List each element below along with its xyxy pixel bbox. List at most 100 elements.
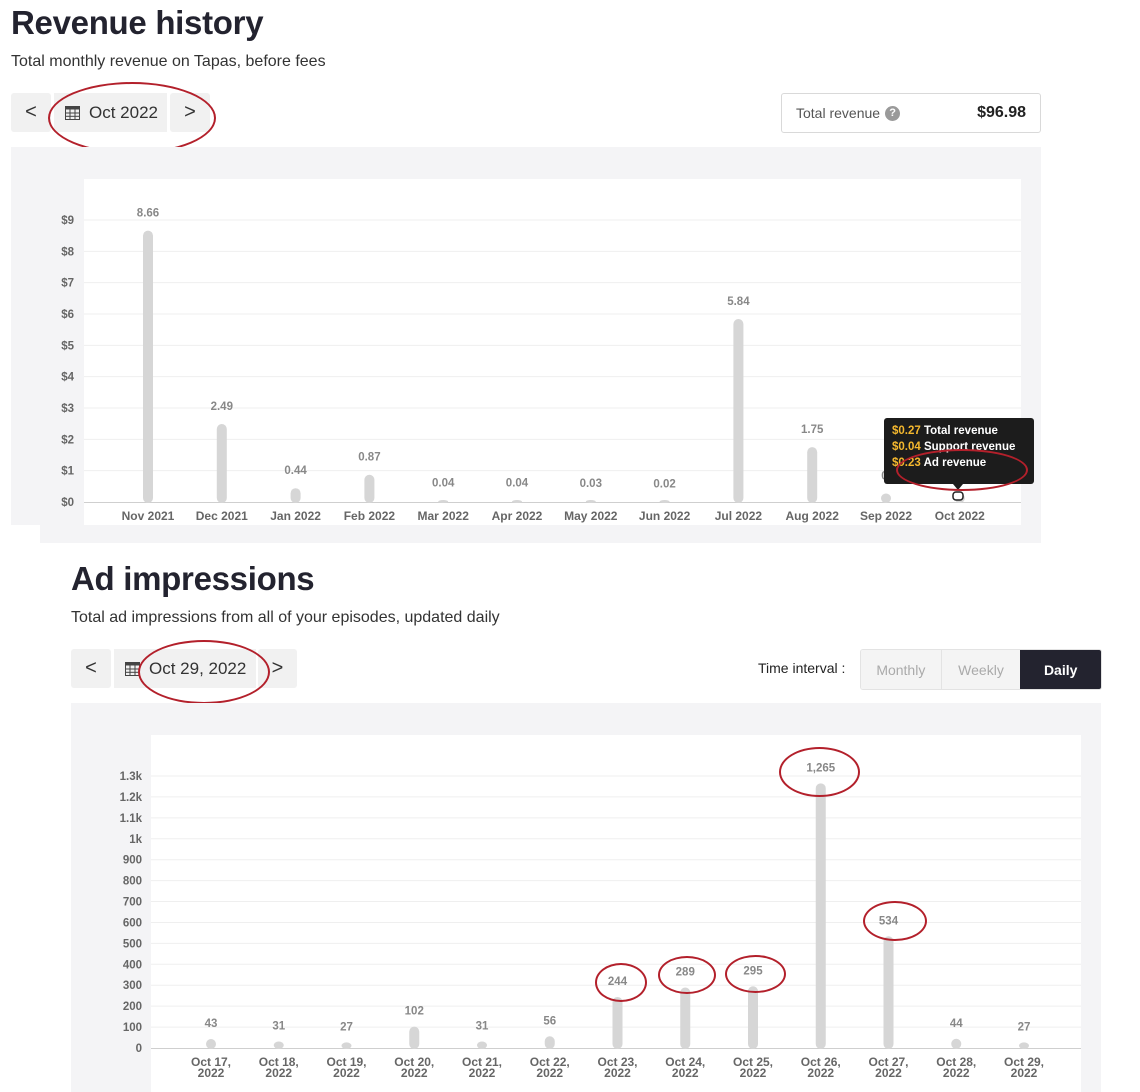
x-tick-label: Oct 26, 2022: [801, 1055, 841, 1080]
data-label: 0.44: [284, 465, 307, 477]
y-tick-label: 900: [123, 855, 142, 867]
x-tick-label: Oct 18, 2022: [259, 1055, 299, 1080]
data-label: 27: [340, 1021, 353, 1033]
bar: [341, 1042, 352, 1049]
y-tick-label: $4: [61, 372, 74, 384]
bar: [477, 1041, 487, 1049]
time-interval-toggle: Monthly Weekly Daily: [860, 649, 1102, 690]
revenue-title: Revenue history: [11, 4, 264, 41]
revenue-tooltip: $0.27 Total revenue $0.04 Support revenu…: [884, 418, 1034, 484]
revenue-chart-panel-foot: [40, 520, 1041, 543]
total-revenue-label: Total revenue: [796, 105, 881, 121]
calendar-icon: [65, 105, 80, 120]
data-label: 44: [950, 1018, 963, 1030]
data-label: 2.49: [211, 401, 233, 413]
data-label: 534: [879, 915, 899, 927]
data-label: 295: [743, 965, 763, 977]
revenue-next-button[interactable]: >: [170, 93, 210, 132]
x-tick-label: Oct 27, 2022: [868, 1055, 908, 1080]
bar: [881, 493, 891, 503]
revenue-chart: $0 $1 $2 $3 $4 $5 $6 $7 $8 $9 8.66 Nov 2021 2.49 Dec …: [61, 208, 1021, 523]
y-tick-label: 800: [123, 876, 142, 888]
impressions-prev-button[interactable]: <: [71, 649, 111, 688]
data-label: 31: [476, 1021, 489, 1033]
hover-marker: [952, 491, 964, 501]
revenue-subtitle: Total monthly revenue on Tapas, before f…: [11, 53, 326, 70]
data-label: 43: [205, 1018, 218, 1030]
bar: [544, 1036, 555, 1049]
data-label: 56: [543, 1015, 556, 1027]
x-tick-label: Oct 19, 2022: [326, 1055, 366, 1080]
y-tick-label: $7: [61, 278, 74, 290]
x-tick-label: Jun 2022: [639, 509, 691, 523]
x-tick-label: Apr 2022: [492, 509, 543, 523]
x-tick-label: Jan 2022: [270, 509, 321, 523]
data-label: 0.87: [358, 452, 380, 464]
interval-weekly-button[interactable]: Weekly: [941, 650, 1021, 689]
bar: [659, 500, 670, 503]
x-tick-label: Dec 2021: [196, 509, 248, 523]
tooltip-row: $0.23 Ad revenue: [892, 457, 987, 469]
x-tick-label: Aug 2022: [786, 509, 840, 523]
data-label: 1,265: [806, 762, 835, 774]
bar: [290, 488, 301, 503]
data-label: 0.04: [506, 478, 529, 490]
bar: [364, 474, 375, 503]
y-tick-label: $9: [61, 215, 74, 227]
y-tick-label: 1.1k: [120, 813, 143, 825]
data-label: 1.75: [801, 424, 824, 436]
y-tick-label: 700: [123, 897, 142, 909]
data-label: 289: [676, 967, 695, 979]
revenue-plot-area: [84, 179, 1021, 525]
bar: [807, 447, 818, 503]
interval-daily-button[interactable]: Daily: [1020, 650, 1101, 689]
y-tick-label: 200: [123, 1001, 142, 1013]
data-label: 102: [405, 1006, 424, 1018]
impressions-date-picker[interactable]: Oct 29, 2022: [114, 649, 256, 688]
data-label: 0.03: [580, 478, 602, 490]
y-tick-label: 1.3k: [120, 771, 143, 783]
x-tick-label: Oct 17, 2022: [191, 1055, 231, 1080]
x-tick-label: Oct 21, 2022: [462, 1055, 502, 1080]
y-tick-label: $3: [61, 403, 74, 415]
impressions-next-button[interactable]: >: [258, 649, 297, 688]
x-tick-label: Sep 2022: [860, 509, 912, 523]
data-label: 244: [608, 976, 628, 988]
data-label: 5.84: [727, 296, 750, 308]
data-label: 0.02: [653, 478, 675, 490]
x-tick-label: Oct 23, 2022: [597, 1055, 637, 1080]
time-interval-label: Time interval :: [758, 660, 846, 676]
y-tick-label: 1k: [129, 834, 142, 846]
impressions-title: Ad impressions: [71, 560, 315, 597]
x-tick-label: Jul 2022: [715, 509, 763, 523]
x-tick-label: Feb 2022: [344, 509, 396, 523]
y-tick-label: 300: [123, 980, 142, 992]
help-icon[interactable]: ?: [885, 105, 901, 121]
x-tick-label: Oct 29, 2022: [1004, 1055, 1044, 1080]
bar: [206, 1039, 216, 1049]
bar: [883, 936, 894, 1049]
impressions-date-label: Oct 29, 2022: [149, 658, 247, 678]
y-tick-label: 0: [136, 1043, 142, 1055]
revenue-date-picker[interactable]: Oct 2022: [54, 93, 167, 132]
bar: [733, 319, 744, 503]
bar: [815, 783, 826, 1049]
interval-monthly-button[interactable]: Monthly: [861, 650, 942, 689]
x-tick-label: May 2022: [564, 509, 618, 523]
bar: [951, 1038, 962, 1049]
revenue-prev-button[interactable]: <: [11, 93, 51, 132]
bar: [409, 1026, 420, 1049]
impressions-subtitle: Total ad impressions from all of your ep…: [71, 609, 500, 626]
bar: [216, 423, 227, 503]
data-label: 0.04: [432, 478, 455, 490]
x-tick-label: Mar 2022: [418, 509, 470, 523]
revenue-date-label: Oct 2022: [89, 102, 158, 122]
y-tick-label: $8: [61, 246, 74, 258]
y-tick-label: $5: [61, 340, 74, 352]
y-tick-label: 500: [123, 938, 142, 950]
x-tick-label: Oct 24, 2022: [665, 1055, 705, 1080]
bar: [585, 500, 596, 503]
x-tick-label: Oct 20, 2022: [394, 1055, 434, 1080]
bar: [1019, 1042, 1029, 1049]
